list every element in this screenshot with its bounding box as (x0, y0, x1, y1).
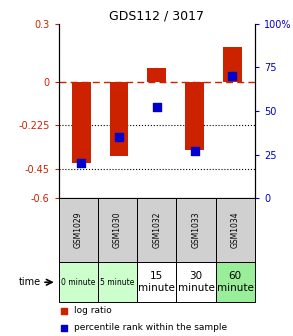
Text: 15
minute: 15 minute (138, 271, 175, 293)
Point (62, 325, 67, 330)
Bar (147, 68, 166, 82)
Point (230, 73, 235, 79)
Bar (59, 198, 98, 262)
Bar (223, 47, 242, 82)
Text: 30
minute: 30 minute (178, 271, 214, 293)
Title: GDS112 / 3017: GDS112 / 3017 (109, 9, 204, 23)
Point (62, 308, 67, 313)
Text: 0 minute: 0 minute (61, 278, 96, 287)
Bar (98, 262, 137, 302)
Bar (72, 82, 91, 163)
Bar (98, 198, 137, 262)
Bar (216, 198, 255, 262)
Bar (185, 82, 204, 150)
Point (154, 105, 159, 110)
Bar (137, 198, 176, 262)
Point (192, 149, 197, 154)
Text: GSM1029: GSM1029 (74, 212, 83, 248)
Bar (110, 82, 128, 156)
Point (79, 161, 84, 166)
Text: percentile rank within the sample: percentile rank within the sample (74, 323, 227, 332)
Text: GSM1030: GSM1030 (113, 212, 122, 249)
Bar (137, 262, 176, 302)
Bar (176, 262, 216, 302)
Text: time: time (19, 277, 41, 287)
Text: log ratio: log ratio (74, 306, 112, 315)
Text: GSM1032: GSM1032 (152, 212, 161, 248)
Text: 60
minute: 60 minute (217, 271, 254, 293)
Text: 5 minute: 5 minute (100, 278, 135, 287)
Text: GSM1034: GSM1034 (231, 212, 240, 249)
Bar (216, 262, 255, 302)
Point (117, 134, 121, 140)
Text: GSM1033: GSM1033 (192, 212, 200, 249)
Bar (59, 262, 98, 302)
Bar (176, 198, 216, 262)
